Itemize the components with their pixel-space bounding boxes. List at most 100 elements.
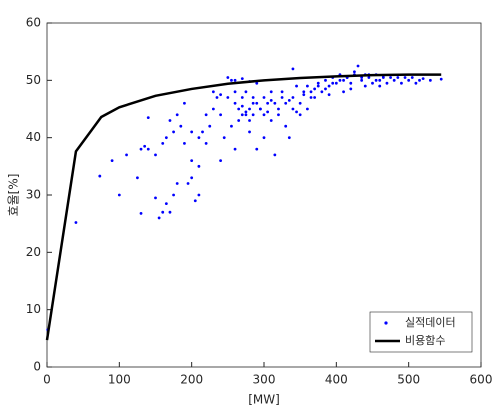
data-point	[342, 90, 345, 94]
y-axis-label: 효율[%]	[7, 174, 21, 217]
data-point	[125, 153, 128, 157]
data-point	[186, 182, 190, 185]
data-point	[396, 76, 400, 79]
data-point	[233, 147, 237, 151]
data-point	[277, 113, 280, 117]
data-point	[248, 107, 251, 111]
data-point	[374, 78, 378, 82]
data-point	[251, 96, 255, 99]
data-point	[385, 81, 389, 85]
data-point	[251, 113, 255, 117]
data-point	[269, 99, 273, 102]
y-tick-label: 50	[26, 73, 41, 87]
data-point	[255, 147, 259, 151]
data-point	[190, 159, 194, 163]
data-point	[309, 90, 313, 94]
data-point	[306, 107, 309, 111]
data-point	[98, 174, 102, 178]
data-point	[204, 113, 208, 117]
data-point	[273, 101, 277, 105]
data-point	[262, 96, 266, 99]
data-point	[164, 202, 168, 206]
data-point	[233, 78, 237, 82]
data-point	[324, 87, 327, 91]
data-point	[284, 124, 288, 128]
data-point	[334, 81, 338, 85]
data-point	[302, 90, 306, 94]
data-point	[211, 90, 215, 94]
data-point	[219, 113, 223, 117]
data-point	[280, 96, 284, 99]
data-point	[175, 113, 179, 117]
data-point	[193, 199, 197, 203]
data-point	[222, 136, 226, 140]
data-point	[219, 159, 223, 163]
y-tick-label: 10	[26, 302, 41, 316]
data-point	[183, 101, 186, 105]
data-point	[110, 159, 114, 163]
data-point	[168, 210, 172, 214]
data-point	[143, 144, 147, 148]
data-point	[226, 96, 230, 99]
data-point	[240, 113, 244, 117]
data-point	[197, 164, 201, 168]
data-point	[74, 221, 78, 224]
data-point	[208, 124, 212, 128]
data-point	[240, 77, 244, 81]
data-point	[226, 76, 230, 79]
data-point	[349, 87, 353, 91]
data-point	[117, 193, 121, 197]
line	[45, 73, 442, 341]
data-point	[421, 77, 425, 81]
y-tick-label: 40	[26, 130, 41, 144]
data-point	[327, 93, 331, 97]
data-point	[287, 136, 291, 140]
data-point	[287, 99, 291, 102]
data-point	[230, 124, 233, 128]
data-point	[258, 107, 262, 111]
data-point	[392, 78, 396, 82]
data-point	[403, 76, 407, 79]
y-tick-label: 20	[26, 245, 41, 259]
data-point	[316, 81, 320, 85]
data-point	[298, 113, 302, 117]
data-point	[284, 101, 288, 105]
data-point	[190, 130, 194, 134]
x-axis-label: [MW]	[248, 393, 280, 407]
data-point	[248, 130, 251, 134]
data-point	[154, 153, 157, 157]
data-point	[280, 90, 284, 94]
data-point	[428, 78, 432, 82]
data-point	[410, 76, 414, 79]
data-point	[262, 136, 266, 140]
data-point	[342, 78, 345, 82]
data-point	[255, 101, 259, 105]
data-point	[157, 216, 161, 220]
data-point	[146, 116, 150, 119]
y-tick-label: 30	[26, 188, 41, 202]
data-point	[168, 119, 172, 122]
data-point	[251, 101, 255, 105]
data-point	[353, 70, 356, 74]
data-point	[139, 211, 143, 215]
data-point	[320, 90, 324, 94]
data-point	[378, 84, 382, 88]
data-point	[248, 119, 251, 122]
data-point	[298, 101, 302, 105]
data-point	[363, 84, 367, 88]
data-point	[161, 142, 165, 145]
data-point	[262, 113, 266, 117]
data-point	[349, 81, 353, 85]
data-point	[179, 124, 183, 128]
data-point	[331, 81, 335, 85]
data-point	[230, 78, 233, 82]
data-point	[313, 87, 317, 91]
data-point	[295, 84, 298, 88]
data-point	[291, 107, 295, 111]
data-point	[233, 101, 237, 105]
data-point	[233, 90, 237, 94]
legend-label: 비용함수	[405, 334, 445, 347]
data-point	[309, 96, 313, 99]
data-point	[219, 93, 223, 97]
data-point	[306, 84, 309, 88]
